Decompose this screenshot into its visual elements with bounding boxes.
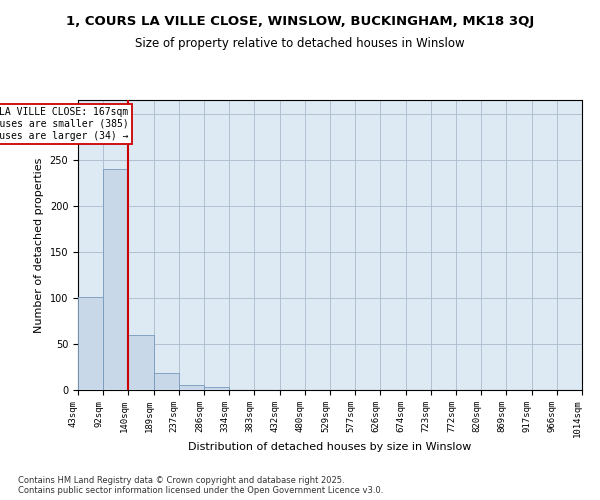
Y-axis label: Number of detached properties: Number of detached properties: [34, 158, 44, 332]
Bar: [128, 335, 154, 390]
Text: 1 COURS LA VILLE CLOSE: 167sqm
← 91% of detached houses are smaller (385)
8% of : 1 COURS LA VILLE CLOSE: 167sqm ← 91% of …: [0, 108, 128, 140]
Text: 1, COURS LA VILLE CLOSE, WINSLOW, BUCKINGHAM, MK18 3QJ: 1, COURS LA VILLE CLOSE, WINSLOW, BUCKIN…: [66, 15, 534, 28]
Text: Contains HM Land Registry data © Crown copyright and database right 2025.
Contai: Contains HM Land Registry data © Crown c…: [18, 476, 383, 495]
Bar: [103, 169, 128, 390]
Bar: [179, 386, 204, 390]
Bar: [78, 297, 103, 390]
Text: Size of property relative to detached houses in Winslow: Size of property relative to detached ho…: [135, 38, 465, 51]
Bar: [154, 372, 179, 390]
Bar: [204, 387, 229, 390]
X-axis label: Distribution of detached houses by size in Winslow: Distribution of detached houses by size …: [188, 442, 472, 452]
